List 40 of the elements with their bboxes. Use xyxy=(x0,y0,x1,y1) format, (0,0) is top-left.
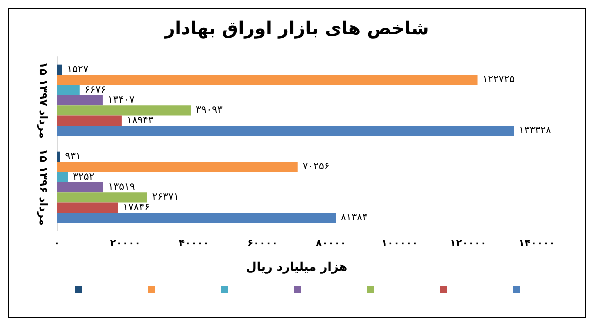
bar xyxy=(57,116,122,126)
bar xyxy=(57,85,80,96)
bar xyxy=(57,152,60,162)
bar xyxy=(57,192,148,203)
bar xyxy=(57,95,103,106)
data-label: ۲۶۳۷۱ xyxy=(152,192,180,204)
x-tick-label: ۸۰۰۰۰ xyxy=(316,238,347,250)
x-tick-label: ۶۰۰۰۰ xyxy=(247,238,278,250)
bar xyxy=(57,202,118,213)
data-label: ۱۳۴۰۷ xyxy=(108,95,136,106)
bar xyxy=(57,126,514,136)
bar xyxy=(57,106,192,116)
bar xyxy=(57,162,298,172)
data-label: ۱۵۲۷ xyxy=(67,64,90,76)
bar xyxy=(57,172,68,182)
data-label: ۸۱۳۸۴ xyxy=(341,212,368,224)
data-label: ۳۲۵۲ xyxy=(73,172,95,183)
data-label: ۱۸۹۴۳ xyxy=(126,115,154,126)
data-label: ۳۹۰۹۳ xyxy=(196,105,224,116)
data-label: ۷۰۲۵۶ xyxy=(302,162,330,173)
x-tick-label: ۰ xyxy=(54,238,60,250)
data-label: ۱۳۵۱۹ xyxy=(108,182,136,193)
data-label: ۹۳۱ xyxy=(65,151,82,162)
data-label: ۱۳۳۳۲۸ xyxy=(519,126,552,137)
x-tick-label: ۱۰۰۰۰۰ xyxy=(382,238,418,250)
x-tick-label: ۱۴۰۰۰۰ xyxy=(518,238,556,250)
data-label: ۶۶۷۶ xyxy=(84,84,106,96)
data-label: ۱۷۸۴۶ xyxy=(123,202,150,214)
x-tick-label: ۲۰۰۰۰ xyxy=(110,238,141,250)
bar xyxy=(57,75,478,86)
data-label: ۱۲۲۷۲۵ xyxy=(482,74,516,86)
bar xyxy=(57,182,104,193)
x-tick-label: ۴۰۰۰۰ xyxy=(178,238,210,250)
x-tick-label: ۱۲۰۰۰۰ xyxy=(450,238,487,250)
x-axis-title: هزار میلیارد ریال xyxy=(246,260,348,274)
chart-title: شاخص های بازار اوراق بهادار xyxy=(164,18,430,40)
y-tick-label: ۱۵ مرداد ۱۳۹۶ xyxy=(37,149,50,226)
bar xyxy=(57,64,62,76)
y-tick-label: ۱۵ مرداد ۱۳۹۷ xyxy=(37,62,50,139)
bar xyxy=(57,212,336,224)
